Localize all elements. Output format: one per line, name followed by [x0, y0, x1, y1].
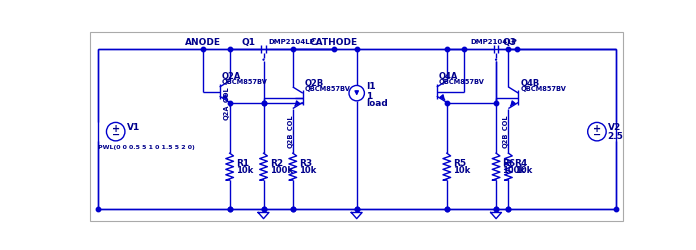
Text: Q4A: Q4A: [439, 72, 459, 82]
Text: 1: 1: [366, 92, 372, 102]
Text: QBCM857BV: QBCM857BV: [439, 79, 485, 85]
Text: +: +: [593, 124, 601, 134]
Text: Q4B: Q4B: [521, 79, 540, 88]
Text: 10k: 10k: [299, 166, 316, 175]
Text: R6: R6: [503, 159, 515, 168]
Circle shape: [262, 58, 264, 61]
Text: load: load: [366, 100, 388, 108]
Text: Q1: Q1: [241, 38, 255, 47]
Text: PWL(0 0 0.5 5 1 0 1.5 5 2 0): PWL(0 0 0.5 5 1 0 1.5 5 2 0): [98, 144, 195, 150]
Text: −: −: [111, 130, 120, 140]
Text: ANODE: ANODE: [184, 38, 221, 47]
Text: R3: R3: [299, 159, 312, 168]
Text: DMP2104LP: DMP2104LP: [268, 39, 315, 45]
Text: R5: R5: [453, 159, 466, 168]
Text: R2: R2: [269, 159, 283, 168]
Text: 100k: 100k: [269, 166, 293, 175]
Text: QBCM857BV: QBCM857BV: [222, 79, 268, 85]
Text: +: +: [111, 124, 120, 134]
Text: QBCM857BV: QBCM857BV: [521, 86, 567, 91]
FancyBboxPatch shape: [90, 32, 623, 221]
Text: QBCM857BV: QBCM857BV: [305, 86, 351, 91]
Text: V1: V1: [127, 122, 140, 132]
Text: Q3: Q3: [503, 38, 517, 47]
Text: Q2B_COL: Q2B_COL: [502, 114, 509, 148]
Text: −: −: [593, 130, 601, 140]
Text: Q2A_COL: Q2A_COL: [223, 86, 230, 120]
Text: 10k: 10k: [453, 166, 470, 175]
Text: V2: V2: [608, 122, 621, 132]
Text: Q2A: Q2A: [222, 72, 242, 82]
Text: 2.5: 2.5: [608, 132, 624, 141]
Text: DMP2104LP: DMP2104LP: [470, 39, 516, 45]
Text: Q2B: Q2B: [305, 79, 324, 88]
Text: R4: R4: [514, 159, 528, 168]
Text: 100k: 100k: [503, 166, 525, 175]
Text: CATHODE: CATHODE: [310, 38, 358, 47]
Text: Q2B_COL: Q2B_COL: [286, 114, 293, 148]
Text: 10k: 10k: [514, 166, 532, 175]
Text: R1: R1: [236, 159, 249, 168]
Text: I1: I1: [366, 82, 376, 92]
Circle shape: [495, 58, 497, 61]
Text: 10k: 10k: [236, 166, 253, 175]
